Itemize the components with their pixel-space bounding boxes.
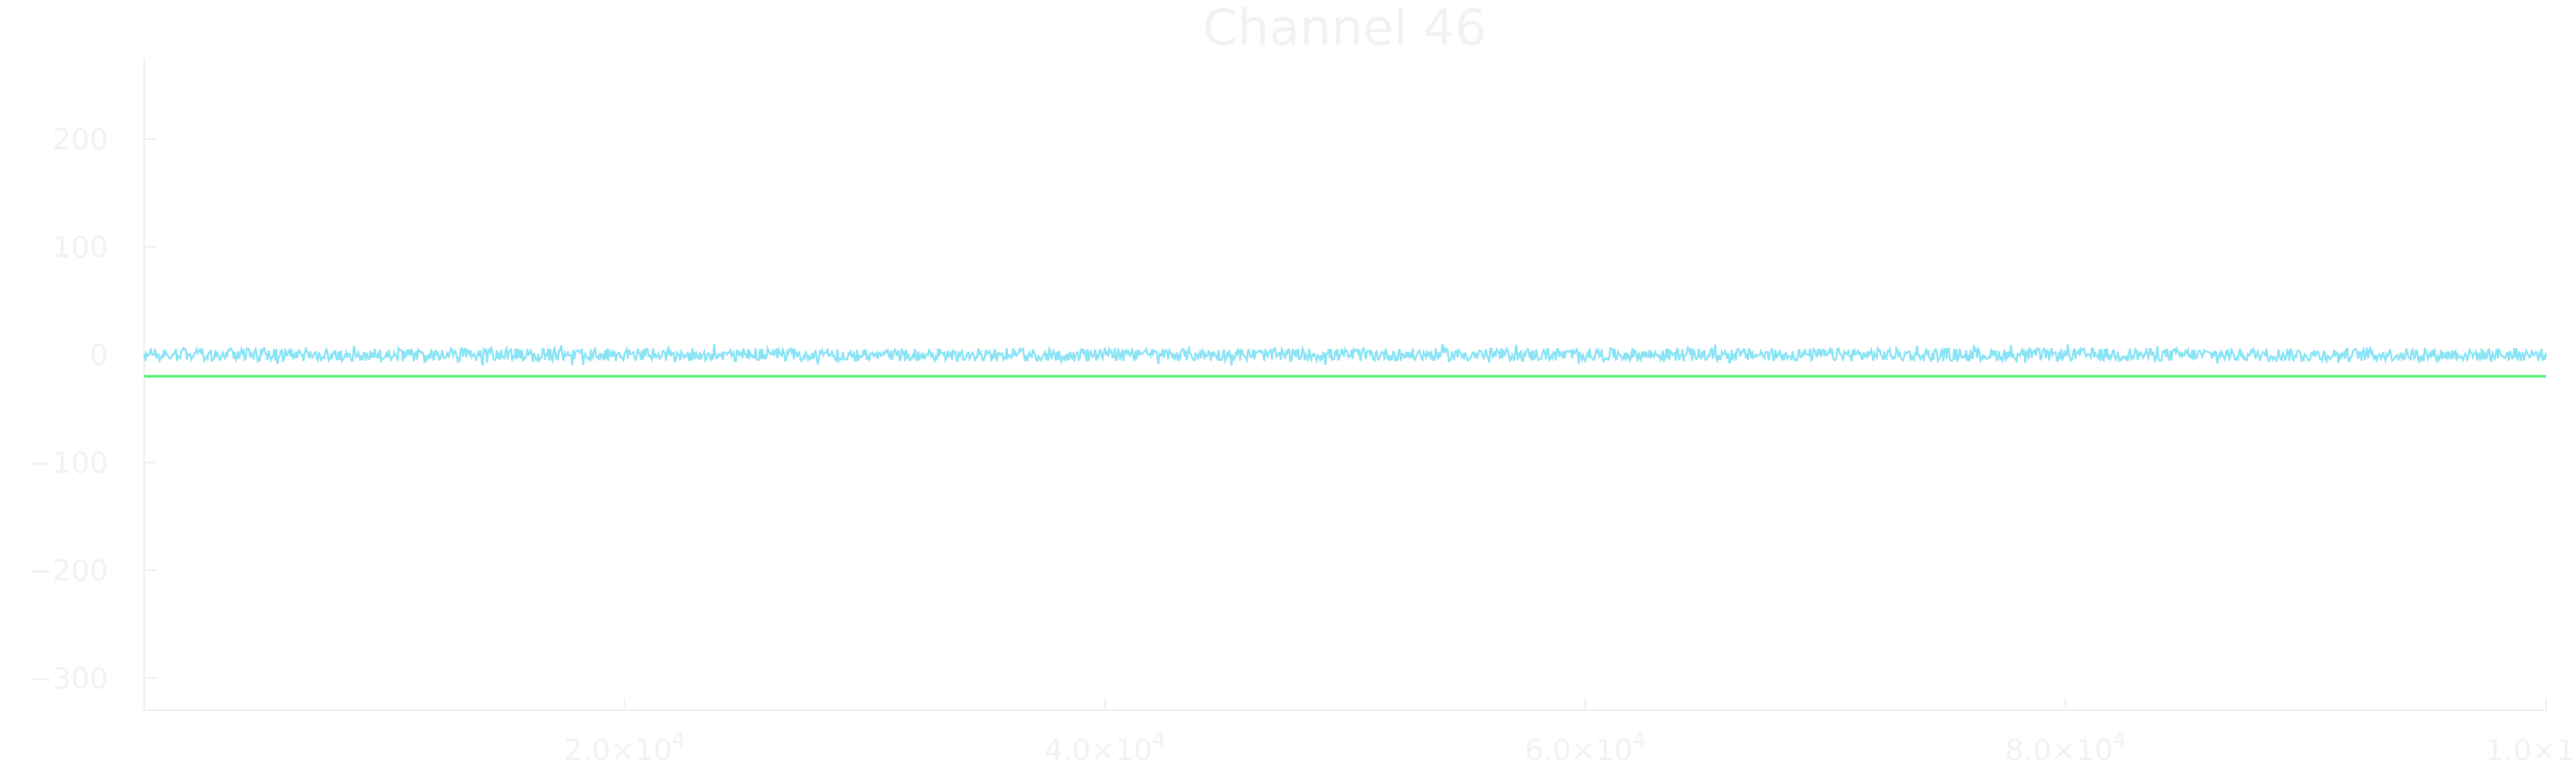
y-tick-label: 100 [52, 231, 108, 265]
x-tick-label: 4.0×104 [1044, 727, 1165, 768]
y-tick-label: −200 [28, 554, 108, 588]
x-axis-ticks: 2.0×104 4.0×104 6.0×104 8.0×104 1.0×105 [564, 698, 2576, 768]
signal-series-line [143, 344, 2548, 366]
plot-area: 200 100 0 −100 −200 −300 2.0×104 4.0×104 6.0×10… [28, 58, 2576, 768]
x-tick-label: 1.0×105 [2485, 727, 2576, 768]
chart-title: Channel 46 [1203, 0, 1486, 57]
x-tick-label: 8.0×104 [2005, 727, 2126, 768]
x-tick-label: 6.0×104 [1525, 727, 1646, 768]
y-tick-label: 200 [52, 123, 108, 157]
y-tick-label: −100 [28, 446, 108, 480]
y-tick-label: 0 [89, 338, 108, 373]
y-tick-label: −300 [28, 661, 108, 696]
series-layer [143, 344, 2548, 378]
x-tick-label: 2.0×104 [564, 727, 685, 768]
y-axis-ticks: 200 100 0 −100 −200 −300 [28, 123, 156, 696]
